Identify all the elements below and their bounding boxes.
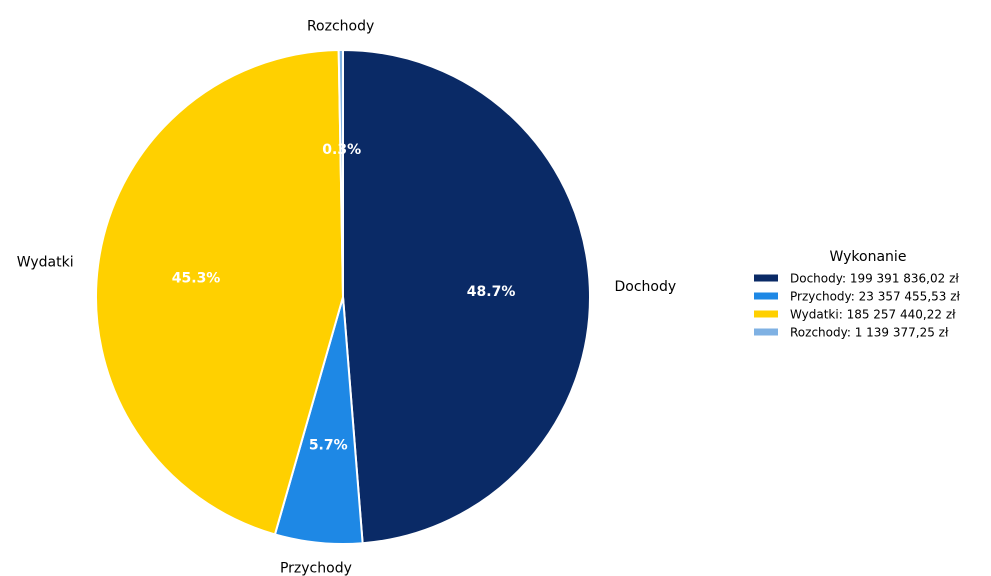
legend-swatch-przychody xyxy=(754,292,778,300)
slice-label-wydatki: Wydatki xyxy=(17,255,74,271)
legend-title: Wykonanie xyxy=(830,249,907,265)
pie-slice-dochody xyxy=(342,48,591,545)
legend-swatch-wydatki xyxy=(754,310,778,318)
percent-labels: 48.7% 5.7% 45.3% 0.3% xyxy=(172,142,516,454)
pie-slices xyxy=(95,48,591,545)
legend-label-dochody: Dochody: 199 391 836,02 zł xyxy=(790,272,959,286)
percent-label-dochody: 48.7% xyxy=(467,284,516,300)
slice-label-przychody: Przychody xyxy=(280,560,352,576)
legend-label-przychody: Przychody: 23 357 455,53 zł xyxy=(790,290,961,304)
slice-label-rozchody: Rozchody xyxy=(307,18,374,34)
legend-swatch-rozchody xyxy=(754,328,778,336)
legend-items: Dochody: 199 391 836,02 zł Przychody: 23 … xyxy=(754,272,961,340)
legend-label-wydatki: Wydatki: 185 257 440,22 zł xyxy=(790,308,956,322)
slice-labels: Dochody Przychody Wydatki Rozchody xyxy=(17,18,676,576)
percent-label-rozchody: 0.3% xyxy=(322,142,361,158)
percent-label-przychody: 5.7% xyxy=(309,437,348,453)
legend-swatch-dochody xyxy=(754,274,778,282)
legend-label-rozchody: Rozchody: 1 139 377,25 zł xyxy=(790,326,949,340)
pie-slice-rozchody xyxy=(337,48,344,298)
legend: Wykonanie Dochody: 199 391 836,02 zł Przy… xyxy=(754,249,961,340)
slice-label-dochody: Dochody xyxy=(614,279,676,295)
pie-slice-wydatki xyxy=(95,49,345,536)
percent-label-wydatki: 45.3% xyxy=(172,271,221,287)
